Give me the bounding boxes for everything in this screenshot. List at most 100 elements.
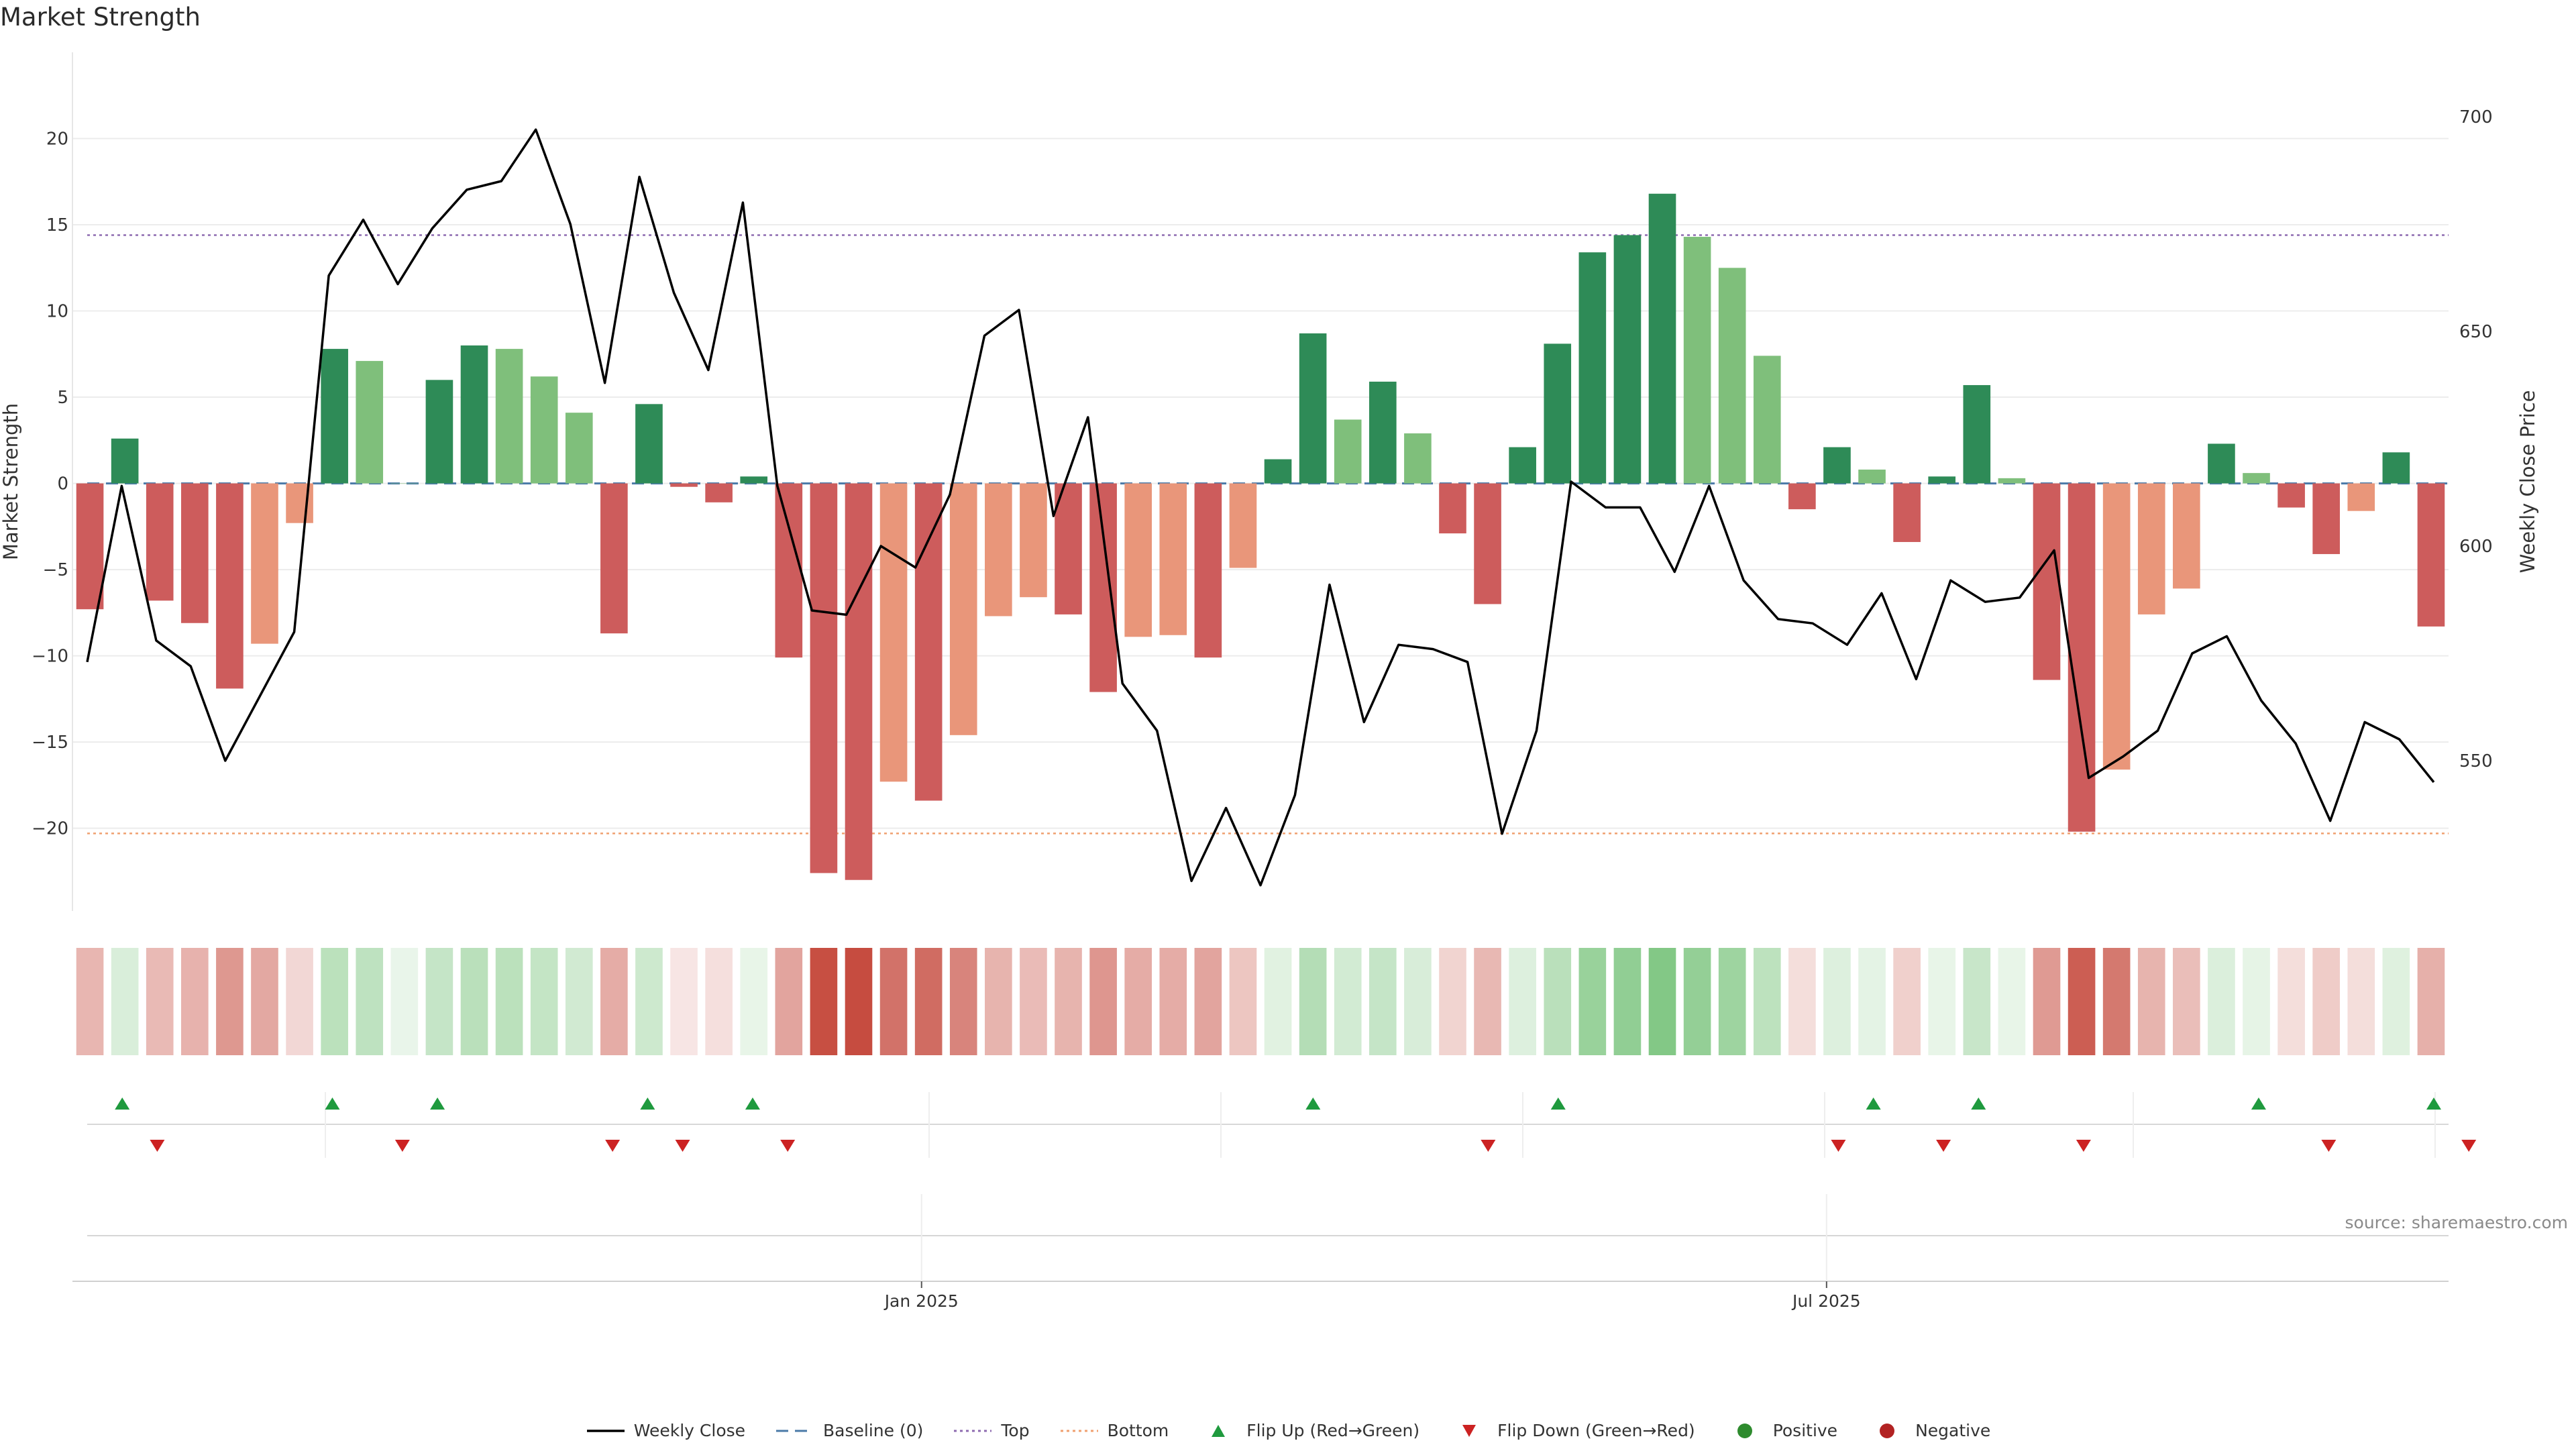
legend-item-negative: Negative (1867, 1421, 1990, 1440)
strength-bar (705, 483, 733, 502)
strength-bar (1474, 483, 1501, 604)
flip-up-marker (115, 1097, 130, 1110)
legend-swatch-negative (1880, 1423, 1895, 1438)
flip-up-marker (1866, 1097, 1881, 1110)
heat-cell (1788, 948, 1816, 1055)
heat-cell (2347, 948, 2375, 1055)
weekly-close-line (86, 128, 2435, 887)
strength-bar (1648, 193, 1676, 484)
heat-cell (1264, 948, 1292, 1055)
strength-bar (1613, 235, 1642, 484)
y-tick-label: −10 (32, 647, 68, 667)
strength-bar (2277, 483, 2305, 508)
flip-down-marker (2076, 1140, 2091, 1152)
flip-up-marker (2251, 1097, 2266, 1110)
strength-bar (2102, 483, 2131, 770)
y2-tick-label: 700 (2459, 107, 2493, 127)
flip-up-marker (325, 1097, 340, 1110)
strength-bar (1998, 478, 2026, 484)
strength-bar (1963, 385, 1991, 484)
strength-bar (1578, 252, 1607, 484)
strength-bar (2173, 483, 2200, 589)
strength-bar (1893, 483, 1921, 542)
flip-markers-panel (87, 1092, 2477, 1158)
flip-up-marker (1305, 1097, 1321, 1110)
heat-cell (2137, 948, 2165, 1055)
flip-down-marker (605, 1140, 621, 1152)
strength-bar (740, 476, 768, 484)
strength-bar (1264, 459, 1292, 484)
heat-cell (1963, 948, 1991, 1055)
heat-cell (1544, 948, 1572, 1055)
flip-down-marker (1831, 1140, 1846, 1152)
heat-cell (1089, 948, 1117, 1055)
heat-cell (2033, 948, 2061, 1055)
heat-cell (879, 948, 908, 1055)
legend-item-baseline: Baseline (0) (775, 1421, 923, 1440)
legend-item-top: Top (953, 1421, 1030, 1440)
heat-cell (530, 948, 558, 1055)
strength-bar (1718, 268, 1746, 484)
heat-cell (2243, 948, 2270, 1055)
heat-cell (460, 948, 488, 1055)
heat-cell (1229, 948, 1257, 1055)
y2-tick-label: 600 (2459, 537, 2493, 557)
heat-cell (845, 948, 873, 1055)
x-tick-label: Jul 2025 (1791, 1291, 1861, 1311)
strength-bar (1509, 447, 1536, 484)
heat-cell (2417, 948, 2445, 1055)
flip-up-marker (430, 1097, 445, 1110)
legend-swatch-bottom (1060, 1430, 1098, 1432)
bottom-panel: Jan 2025 Jul 2025 (72, 1194, 2449, 1311)
strength-bar (1683, 237, 1711, 484)
strength-bar (1159, 483, 1187, 635)
strength-bar (914, 483, 943, 801)
strength-bar (1334, 419, 1362, 484)
chart-title: Market Strength (0, 3, 201, 32)
heat-cell (2277, 948, 2305, 1055)
heat-cell (705, 948, 733, 1055)
flip-up-marker (1971, 1097, 1986, 1110)
legend-swatch-top (954, 1430, 992, 1432)
heat-cell (1718, 948, 1746, 1055)
strength-bar (670, 483, 698, 487)
heat-cell (2102, 948, 2131, 1055)
strength-bar (1299, 333, 1327, 484)
strength-bar (146, 483, 174, 601)
strength-bar (251, 483, 278, 644)
heat-cell (1928, 948, 1956, 1055)
strength-bar (216, 483, 244, 689)
heat-cell (1299, 948, 1327, 1055)
heat-cell (146, 948, 174, 1055)
heat-cell (670, 948, 698, 1055)
y2-tick-label: 550 (2459, 751, 2493, 771)
strength-bar (321, 349, 348, 484)
strength-bar (2208, 443, 2235, 484)
flip-up-marker (1550, 1097, 1566, 1110)
heat-cell (1893, 948, 1921, 1055)
strength-bar (1544, 343, 1572, 484)
legend-swatch-flip_down (1462, 1424, 1477, 1437)
legend-item-positive: Positive (1725, 1421, 1837, 1440)
flip-down-marker (2461, 1140, 2477, 1152)
heat-cell (1578, 948, 1607, 1055)
strength-bar (2382, 452, 2410, 484)
strength-bar (635, 404, 663, 484)
bar-series (76, 193, 2445, 880)
strength-bar (2417, 483, 2445, 627)
strength-bar (111, 438, 139, 484)
flip-down-marker (394, 1140, 410, 1152)
y-tick-label: 20 (46, 129, 68, 150)
strength-bar (2068, 483, 2096, 832)
strength-bar (1055, 483, 1082, 614)
strength-bar (775, 483, 803, 658)
heat-cell (985, 948, 1012, 1055)
strength-bar (1229, 483, 1257, 568)
heat-cell (1474, 948, 1501, 1055)
heat-cell (775, 948, 803, 1055)
strength-bar (845, 483, 873, 880)
strength-bar (2243, 473, 2270, 484)
legend-item-bottom: Bottom (1059, 1421, 1169, 1440)
legend-swatch-baseline (776, 1430, 814, 1432)
heat-cell (321, 948, 348, 1055)
